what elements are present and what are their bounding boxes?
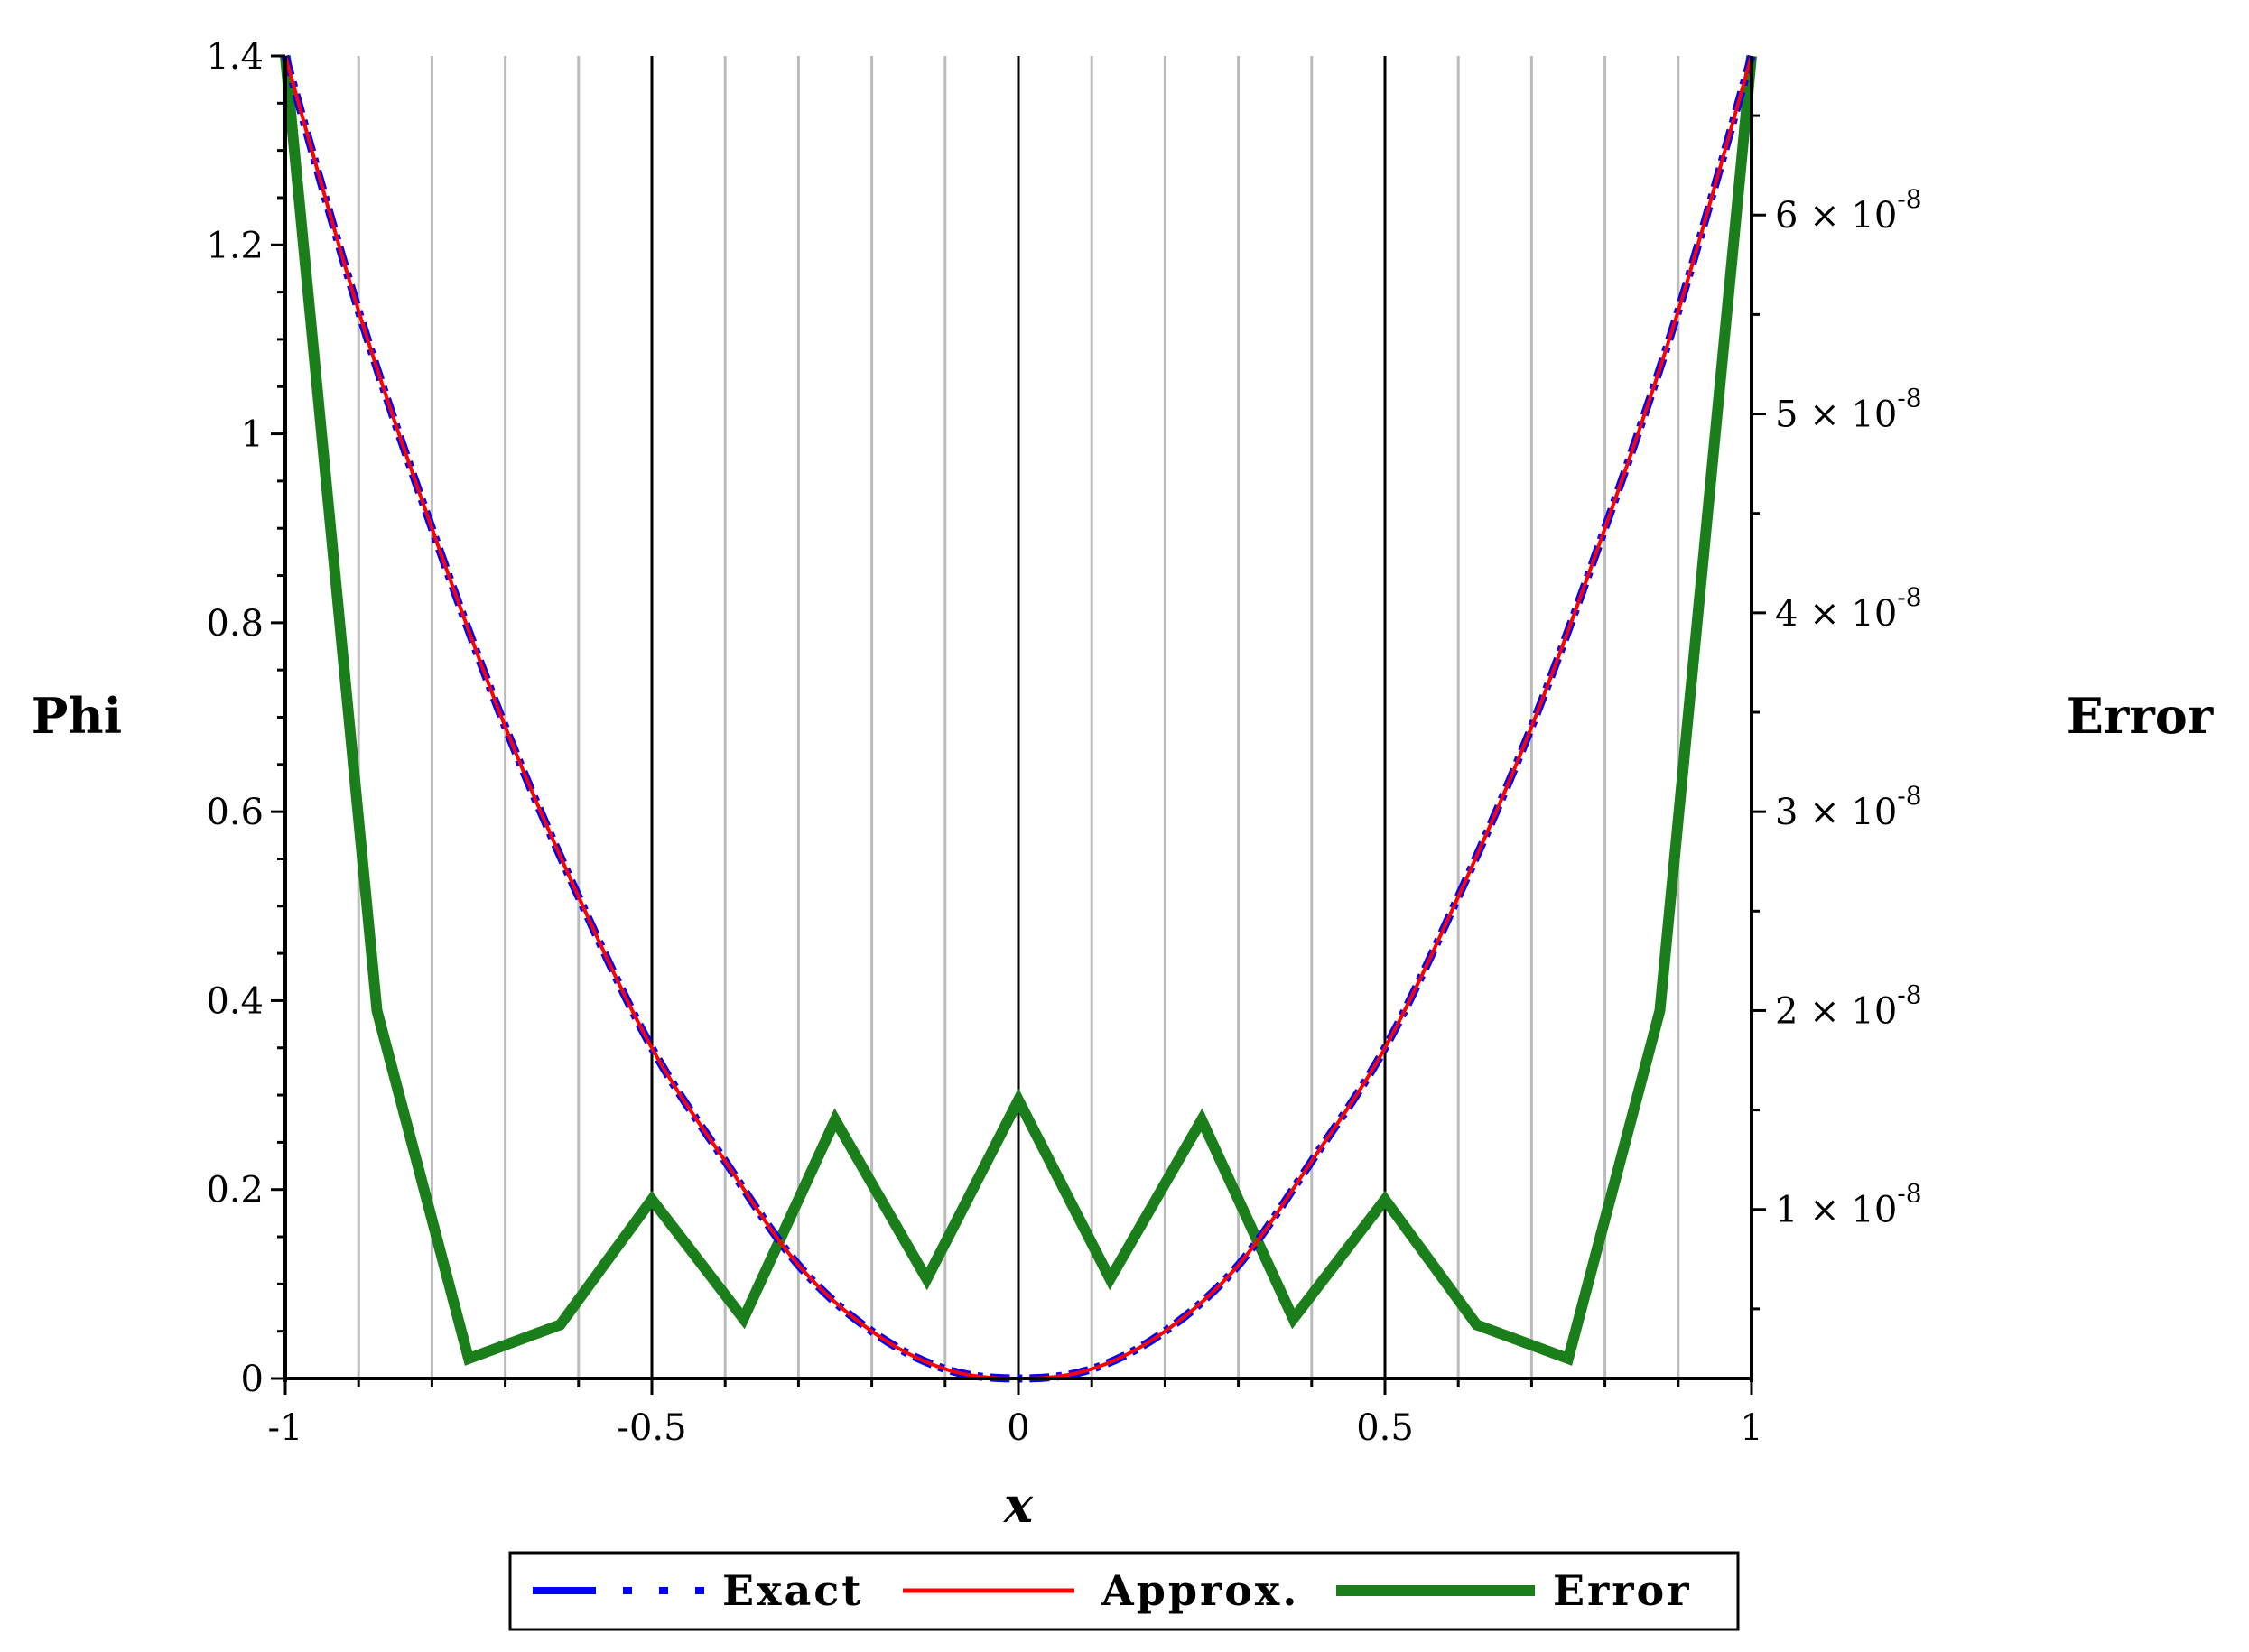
- y-right-tick-label: 6 × 10-8: [1775, 184, 1922, 237]
- legend-label-exact: Exact: [722, 1566, 864, 1615]
- y-axis-left-title: Phi: [32, 687, 122, 745]
- legend: Exact Approx. Error: [508, 1551, 1740, 1631]
- y-axis-right-title: Error: [2067, 687, 2214, 745]
- y-left-tick-label: 0.6: [206, 792, 264, 833]
- y-right-tick-label: 3 × 10-8: [1775, 781, 1922, 833]
- y-right-tick-label: 5 × 10-8: [1775, 384, 1922, 436]
- y-left-tick-label: 0.4: [206, 980, 264, 1022]
- legend-label-error: Error: [1553, 1566, 1691, 1615]
- axes-layer: [271, 54, 1766, 1395]
- labels-layer: 0 0.2 0.4 0.6 0.8 1 1.2 1.4 -1 -0.5 0 0.5 1 1 × 10-8 2…: [206, 36, 1921, 1449]
- x-tick-label: 0.5: [1356, 1407, 1414, 1449]
- x-tick-label: 0: [1007, 1407, 1029, 1449]
- y-left-tick-label: 0: [241, 1359, 264, 1400]
- y-left-tick-label: 1: [241, 414, 264, 456]
- x-tick-label: -1: [268, 1407, 303, 1449]
- series-line-error: [280, 55, 1757, 1366]
- y-left-tick-label: 1.4: [206, 36, 264, 78]
- y-right-tick-label: 4 × 10-8: [1775, 582, 1922, 635]
- legend-label-approx: Approx.: [1101, 1566, 1299, 1615]
- y-left-tick-label: 1.2: [206, 225, 264, 266]
- y-right-tick-label: 1 × 10-8: [1775, 1179, 1922, 1231]
- x-axis-title: x: [1003, 1476, 1034, 1534]
- x-tick-label: -0.5: [617, 1407, 686, 1449]
- grid-layer: [357, 56, 1680, 1378]
- x-tick-label: 1: [1740, 1407, 1762, 1449]
- y-left-tick-label: 0.8: [206, 603, 264, 645]
- y-right-tick-label: 2 × 10-8: [1775, 979, 1922, 1032]
- y-left-tick-label: 0.2: [206, 1170, 264, 1211]
